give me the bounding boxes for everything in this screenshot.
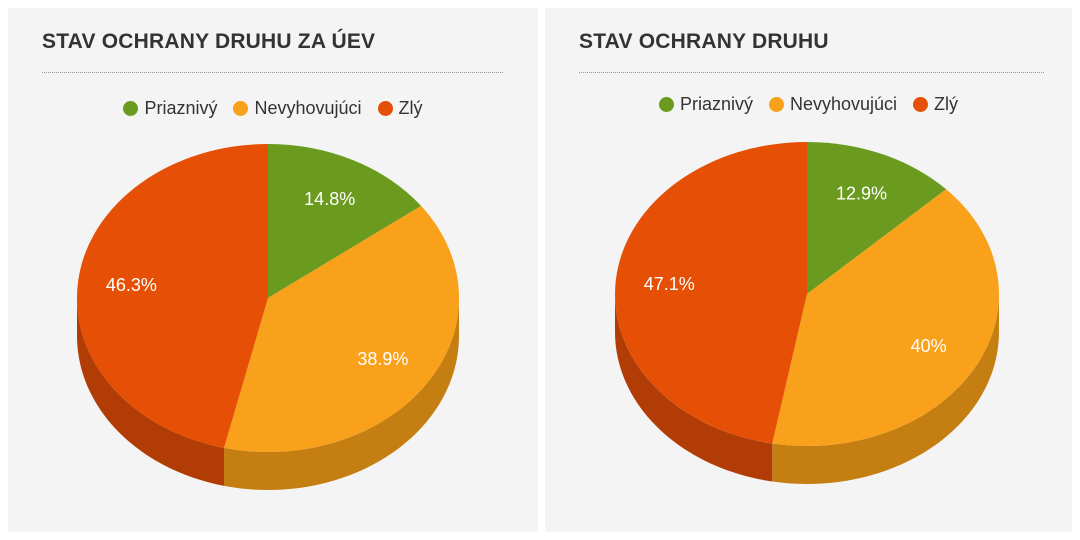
legend-item-nevyhovujuci[interactable]: Nevyhovujúci [233,98,362,119]
title-divider [579,72,1044,73]
title-divider [42,72,503,73]
pie-slice-nevyhovujuci[interactable] [224,205,460,453]
pie-chart-druh: 12.9% 40% 47.1% [615,142,999,484]
pie-side-nevyhovujuci [224,298,459,490]
legend-label: Zlý [398,98,423,118]
pie-side-zly [615,294,773,482]
legend-item-priaznivy[interactable]: Priaznivý [123,98,217,119]
legend-marker-priaznivy [123,101,139,116]
chart-legend: Priaznivý Nevyhovujúci Zlý [8,98,538,119]
chart-legend: Priaznivý Nevyhovujúci Zlý [545,94,1072,115]
legend-item-priaznivy[interactable]: Priaznivý [658,94,753,115]
pie-slice-priaznivy[interactable] [268,144,422,298]
legend-label: Priaznivý [679,94,753,114]
legend-item-zly[interactable]: Zlý [913,94,958,115]
legend-marker-zly [913,97,929,112]
legend-marker-nevyhovujuci [768,97,784,112]
pie-slice-nevyhovujuci[interactable] [772,189,999,446]
legend-label: Nevyhovujúci [254,98,362,118]
pie-side-nevyhovujuci [772,294,999,484]
pie-side-zly [77,298,224,486]
legend-label: Zlý [934,94,959,114]
pie-chart-uev: 14.8% 38.9% 46.3% [76,144,460,490]
pie-slice-zly[interactable] [615,142,807,444]
chart-panel-uev: STAV OCHRANY DRUHU ZA ÚEV Priaznivý Nevy… [8,8,538,532]
slice-label-nevyhovujuci: 38.9% [357,349,408,369]
legend-marker-nevyhovujuci [233,101,249,116]
chart-panel-druh: STAV OCHRANY DRUHU Priaznivý Nevyhovujúc… [545,8,1072,532]
pie-slice-priaznivy[interactable] [807,142,947,294]
slice-label-priaznivy: 12.9% [836,183,887,203]
legend-item-zly[interactable]: Zlý [377,98,423,119]
legend-marker-priaznivy [658,97,674,112]
chart-title: STAV OCHRANY DRUHU ZA ÚEV [42,30,376,53]
slice-label-priaznivy: 14.8% [304,189,355,209]
slice-label-zly: 47.1% [644,274,695,294]
slice-label-nevyhovujuci: 40% [911,336,947,356]
slice-label-zly: 46.3% [106,275,157,295]
legend-item-nevyhovujuci[interactable]: Nevyhovujúci [768,94,898,115]
legend-label: Nevyhovujúci [789,94,898,114]
legend-marker-zly [377,101,393,116]
legend-label: Priaznivý [144,98,218,118]
chart-title: STAV OCHRANY DRUHU [579,30,829,53]
pie-slice-zly[interactable] [76,144,268,448]
